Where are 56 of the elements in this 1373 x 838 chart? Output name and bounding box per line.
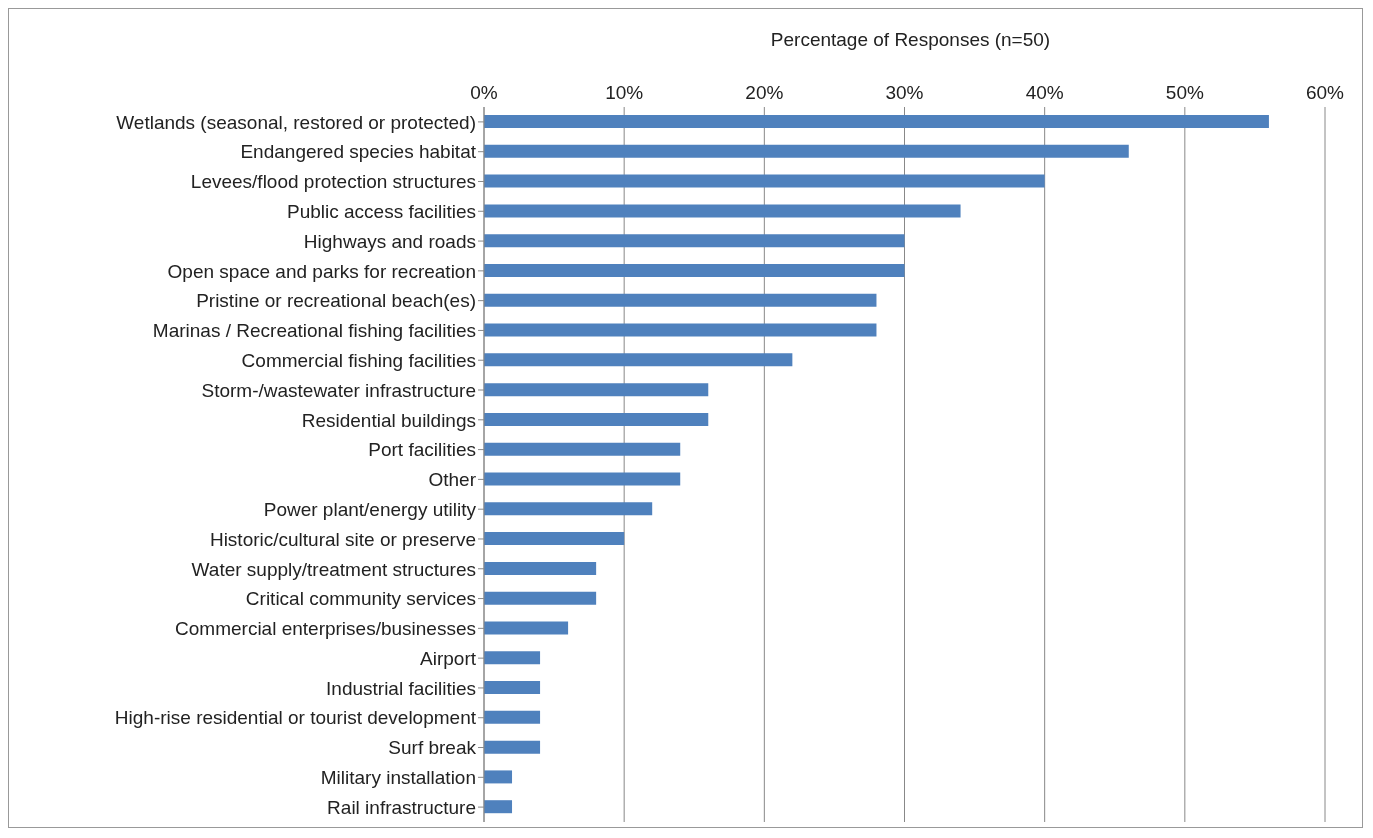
x-tick-label: 20% [745, 82, 784, 103]
y-tick-label: Open space and parks for recreation [167, 260, 476, 282]
y-tick-label: Other [428, 469, 477, 491]
y-tick-label: Airport [420, 647, 477, 669]
bar [484, 144, 1129, 158]
bar [484, 263, 905, 277]
bar [484, 115, 1269, 128]
bar [484, 293, 877, 307]
y-tick-label: Commercial fishing facilities [241, 349, 476, 371]
y-tick-label: Highways and roads [303, 230, 476, 252]
y-tick-label: Storm-/wastewater infrastructure [201, 379, 476, 401]
y-tick-label: Public access facilities [286, 201, 476, 223]
bar [484, 532, 625, 546]
bar [484, 442, 681, 456]
bar [484, 800, 513, 814]
bar [484, 561, 597, 575]
y-tick-label: Residential buildings [301, 409, 476, 431]
bar [484, 412, 709, 426]
x-tick-label: 30% [885, 82, 924, 103]
y-tick-label: Port facilities [368, 439, 476, 461]
y-tick-label: Power plant/energy utility [263, 498, 477, 520]
bar [484, 770, 513, 784]
y-tick-label: Surf break [388, 737, 477, 759]
bar [484, 651, 541, 665]
bar [484, 710, 541, 724]
bar [484, 621, 569, 635]
bar [484, 174, 1045, 188]
y-tick-label: Levees/flood protection structures [190, 171, 476, 193]
bar [484, 234, 905, 248]
bar [484, 740, 541, 754]
y-tick-label: Industrial facilities [326, 677, 476, 699]
y-tick-label: Pristine or recreational beach(es) [196, 290, 476, 312]
y-tick-label: Commercial enterprises/businesses [175, 618, 476, 640]
y-tick-label: Rail infrastructure [327, 796, 476, 818]
bar [484, 681, 541, 695]
y-tick-label: Critical community services [245, 588, 476, 610]
x-axis-title: Percentage of Responses (n=50) [769, 29, 1052, 51]
y-tick-label: Wetlands (seasonal, restored or protected) [116, 111, 476, 133]
bar [484, 204, 961, 218]
x-tick-label: 50% [1165, 82, 1204, 103]
x-tick-label: 60% [1305, 82, 1345, 103]
y-tick-label: Historic/cultural site or preserve [209, 528, 476, 550]
x-tick-label: 0% [470, 82, 498, 103]
y-tick-label: Marinas / Recreational fishing facilities [152, 320, 476, 342]
bar [484, 323, 877, 337]
bar [484, 353, 793, 367]
y-tick-label: Water supply/treatment structures [191, 558, 476, 580]
bar [484, 591, 597, 605]
y-tick-label: Endangered species habitat [240, 141, 477, 163]
x-tick-label: 40% [1025, 82, 1064, 103]
y-tick-label: Military installation [320, 767, 476, 789]
y-tick-label: High-rise residential or tourist development [114, 707, 477, 729]
bar [484, 472, 681, 486]
bar [484, 383, 709, 397]
x-tick-label: 10% [605, 82, 644, 103]
bar [484, 502, 653, 516]
